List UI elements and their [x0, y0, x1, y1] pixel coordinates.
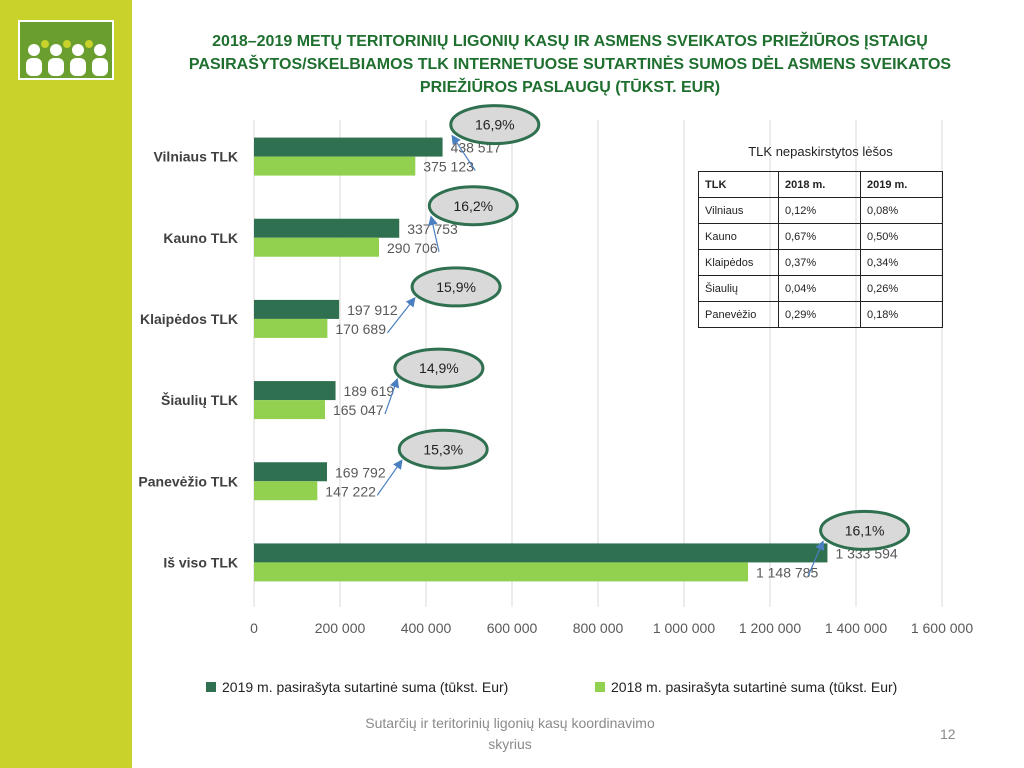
page-number: 12 [940, 726, 956, 742]
data-label: 165 047 [333, 402, 384, 418]
data-label: 337 753 [407, 221, 458, 237]
table-row: Vilniaus 0,12% 0,08% [698, 197, 943, 224]
legend-label: 2018 m. pasirašyta sutartinė suma (tūkst… [611, 679, 898, 695]
data-label: 197 912 [347, 302, 398, 318]
x-tick-label: 1 200 000 [739, 620, 801, 636]
logo [18, 20, 114, 80]
table-cell: Vilniaus [698, 197, 779, 224]
bar-2019 [254, 299, 340, 319]
table-cell: 0,67% [778, 223, 861, 250]
x-tick-label: 0 [250, 620, 258, 636]
category-label: Panevėžio TLK [138, 473, 238, 489]
table-row: Panevėžio 0,29% 0,18% [698, 301, 943, 328]
growth-callout [393, 347, 485, 389]
table: TLK 2018 m. 2019 m. Vilniaus 0,12% 0,08%… [698, 171, 943, 328]
table-cell: Klaipėdos [698, 249, 779, 276]
table-cell: 0,12% [778, 197, 861, 224]
data-label: 375 123 [423, 159, 474, 175]
footer-text: Sutarčių ir teritorinių ligonių kasų koo… [365, 715, 655, 752]
table-cell: Šiaulių [698, 275, 779, 302]
table-cell: 0,08% [860, 197, 943, 224]
x-tick-label: 1 600 000 [911, 620, 973, 636]
table-cell: 0,37% [778, 249, 861, 276]
legend-label: 2019 m. pasirašyta sutartinė suma (tūkst… [222, 679, 509, 695]
growth-callout-label: 16,2% [453, 198, 493, 214]
table-row: Kauno 0,67% 0,50% [698, 223, 943, 250]
legend-swatch [595, 682, 605, 692]
callout-arrow [376, 459, 403, 496]
x-tick-label: 800 000 [573, 620, 624, 636]
unallocated-funds-table: TLK nepaskirstytos lėšos TLK 2018 m. 201… [698, 144, 943, 328]
growth-callout-label: 16,1% [845, 522, 885, 538]
table-header-row: TLK 2018 m. 2019 m. [698, 171, 943, 198]
category-label: Klaipėdos TLK [140, 311, 238, 327]
growth-callout [397, 428, 489, 470]
growth-callout [449, 104, 541, 146]
data-label: 189 619 [344, 383, 395, 399]
legend-swatch [206, 682, 216, 692]
callout-arrow [386, 297, 416, 334]
legend-item-2019: 2019 m. pasirašyta sutartinė suma (tūkst… [206, 679, 508, 695]
data-label: 169 792 [335, 464, 386, 480]
category-label: Iš viso TLK [163, 554, 238, 570]
legend-item-2018: 2018 m. pasirašyta sutartinė suma (tūkst… [595, 679, 897, 695]
table-row: Šiaulių 0,04% 0,26% [698, 275, 943, 302]
growth-callout [410, 266, 502, 308]
table-header-cell: 2018 m. [778, 171, 861, 198]
bar-2018 [254, 237, 380, 257]
x-tick-label: 400 000 [401, 620, 452, 636]
bar-2018 [254, 400, 325, 420]
growth-callout-label: 15,9% [436, 279, 476, 295]
bar-2018 [254, 562, 748, 582]
x-tick-label: 1 400 000 [825, 620, 887, 636]
bar-2018 [254, 481, 318, 501]
slide-title: 2018–2019 METŲ TERITORINIŲ LIGONIŲ KASŲ … [188, 33, 952, 96]
table-row: Klaipėdos 0,37% 0,34% [698, 249, 943, 276]
category-label: Šiaulių TLK [161, 391, 238, 408]
people-logo-icon [26, 40, 108, 76]
table-cell: 0,29% [778, 301, 861, 328]
side-bar [0, 0, 132, 768]
data-label: 170 689 [335, 321, 386, 337]
growth-callout [819, 509, 911, 551]
callout-arrow [451, 134, 476, 171]
x-tick-label: 200 000 [315, 620, 366, 636]
growth-callout-label: 16,9% [475, 117, 515, 133]
data-label: 290 706 [387, 240, 438, 256]
x-tick-label: 600 000 [487, 620, 538, 636]
category-label: Kauno TLK [163, 230, 238, 246]
table-header-cell: 2019 m. [860, 171, 943, 198]
callout-arrow [428, 215, 440, 252]
bar-2019 [254, 381, 336, 401]
data-label: 147 222 [325, 483, 376, 499]
table-cell: 0,26% [860, 275, 943, 302]
table-title: TLK nepaskirstytos lėšos [748, 144, 893, 159]
table-cell: Panevėžio [698, 301, 779, 328]
bar-2018 [254, 156, 416, 176]
data-label: 1 148 785 [756, 564, 818, 580]
table-header-cell: TLK [698, 171, 779, 198]
bar-2019 [254, 137, 443, 157]
bar-2019 [254, 462, 328, 482]
table-cell: 0,34% [860, 249, 943, 276]
table-cell: Kauno [698, 223, 779, 250]
callout-arrow [807, 540, 825, 577]
category-label: Vilniaus TLK [153, 149, 238, 165]
growth-callout [427, 185, 519, 227]
table-cell: 0,04% [778, 275, 861, 302]
bar-2019 [254, 543, 828, 563]
growth-callout-label: 14,9% [419, 360, 459, 376]
callout-arrow [384, 377, 400, 415]
growth-callout-label: 15,3% [423, 441, 463, 457]
bar-2018 [254, 318, 328, 338]
x-tick-label: 1 000 000 [653, 620, 715, 636]
bar-2019 [254, 218, 400, 238]
table-cell: 0,50% [860, 223, 943, 250]
table-cell: 0,18% [860, 301, 943, 328]
